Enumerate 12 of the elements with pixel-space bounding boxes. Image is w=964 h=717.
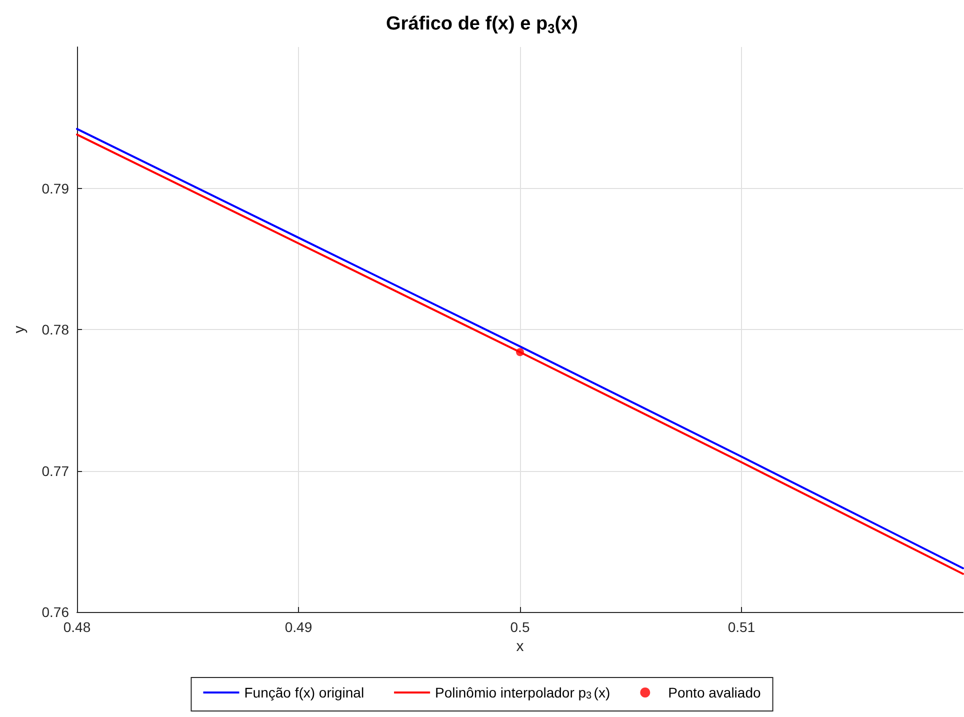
x-tick-label: 0.49 [284,619,312,635]
x-axis-title: x [516,638,524,655]
x-tick-label: 0.5 [510,619,530,635]
y-tick-label: 0.79 [42,180,70,196]
x-tick-label: 0.51 [728,619,756,635]
y-tick-label: 0.77 [42,462,70,479]
legend-label: Função f(x) original [244,684,364,700]
x-tick-label: 0.48 [63,619,91,635]
y-tick-label: 0.78 [42,322,70,338]
y-axis-title: y [11,325,28,334]
legend-label: Ponto avaliado [668,684,761,700]
y-tick-label: 0.76 [42,604,70,620]
